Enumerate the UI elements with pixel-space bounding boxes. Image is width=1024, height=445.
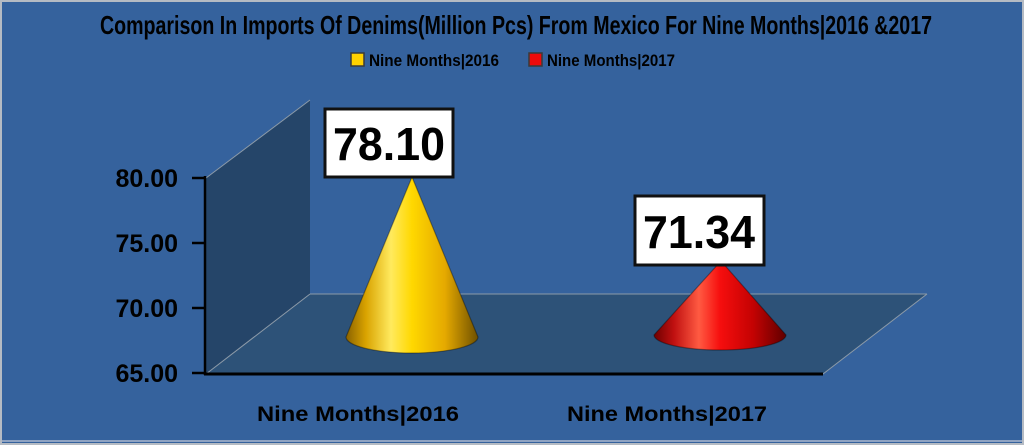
value-text-2016: 78.10	[333, 118, 445, 170]
legend-label-2016: Nine Months|2016	[369, 51, 499, 70]
value-label-2017: 71.34	[633, 194, 766, 267]
y-tick-80: 80.00	[115, 165, 178, 193]
category-label-2017: Nine Months|2017	[567, 403, 767, 426]
y-tick-70: 70.00	[115, 295, 178, 323]
value-text-2017: 71.34	[643, 206, 755, 258]
category-label-2016: Nine Months|2016	[257, 403, 459, 426]
y-tick-65: 65.00	[115, 360, 178, 388]
y-tick-labels: 80.00 75.00 70.00 65.00	[115, 165, 178, 388]
value-box-2016	[323, 107, 455, 179]
legend: Nine Months|2016 Nine Months|2017	[350, 51, 675, 70]
legend-swatch-2017	[528, 52, 543, 67]
cone-2017	[653, 260, 787, 351]
y-axis	[192, 176, 207, 375]
value-box-2017	[633, 194, 766, 267]
plot-wall	[205, 99, 311, 374]
legend-swatch-2016	[350, 52, 365, 67]
plot-floor	[205, 293, 928, 375]
y-tick-75: 75.00	[115, 230, 178, 258]
cone-2016	[345, 175, 479, 354]
legend-label-2017: Nine Months|2017	[547, 51, 675, 70]
x-category-labels: Nine Months|2016 Nine Months|2017	[257, 403, 767, 426]
value-label-2016: 78.10	[323, 107, 455, 179]
chart-title: Comparison In Imports Of Denims(Million …	[100, 10, 932, 40]
